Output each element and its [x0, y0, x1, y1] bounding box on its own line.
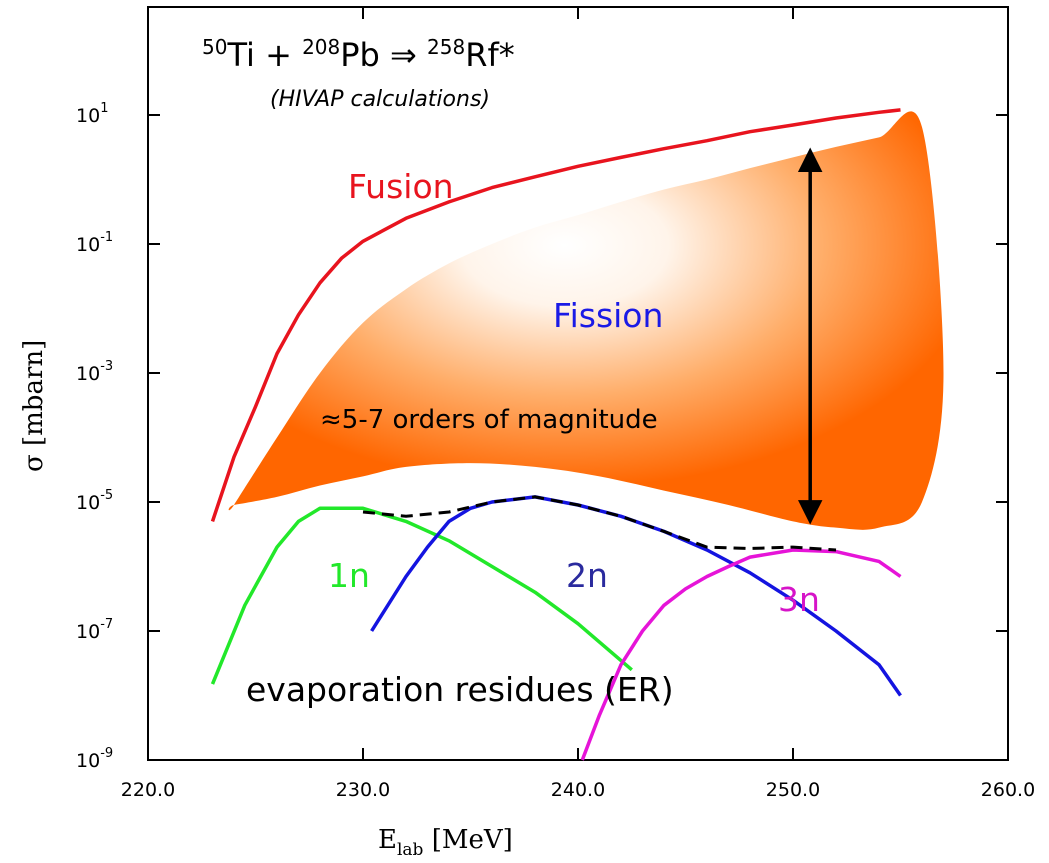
sum-series-line	[362, 495, 837, 552]
label-fusion: Fusion	[348, 167, 454, 206]
label-evaporation-residues: evaporation residues (ER)	[246, 670, 674, 709]
y-tick-label: 10-7	[76, 617, 113, 643]
label-2n: 2n	[566, 556, 608, 595]
x-tick-label: 240.0	[551, 779, 605, 801]
2n-series-line	[370, 495, 902, 697]
y-tick-label: 10-9	[76, 746, 113, 772]
label-fission: Fission	[553, 296, 663, 335]
series-layer	[210, 108, 902, 761]
ticks-layer: 220.0 230.0 240.0 250.0 260.0 101 10-1 10-3 10-5…	[76, 7, 1035, 801]
3n-series-line	[580, 548, 902, 761]
label-1n: 1n	[328, 556, 370, 595]
1n-series-line	[210, 506, 633, 685]
fusion-series-line	[210, 108, 901, 522]
x-tick-label: 250.0	[766, 779, 820, 801]
fission-region-layer	[228, 111, 944, 530]
y-tick-label: 101	[76, 101, 108, 127]
y-tick-label: 10-5	[76, 488, 113, 514]
x-axis-title: Elab [MeV]	[378, 825, 513, 860]
chart-subtitle: (HIVAP calculations)	[270, 87, 490, 112]
label-3n: 3n	[778, 580, 820, 619]
x-tick-label: 220.0	[121, 779, 175, 801]
fission-region	[228, 111, 944, 530]
x-tick-label: 260.0	[981, 779, 1035, 801]
y-tick-label: 10-1	[76, 230, 113, 256]
x-tick-label: 230.0	[336, 779, 390, 801]
chart-title: 50Ti + 208Pb ⇒ 258Rf*	[202, 35, 515, 74]
y-tick-label: 10-3	[76, 359, 113, 385]
label-magnitude: ≈5-7 orders of magnitude	[320, 405, 658, 435]
y-axis-title: σ [mbarn]	[19, 340, 49, 472]
